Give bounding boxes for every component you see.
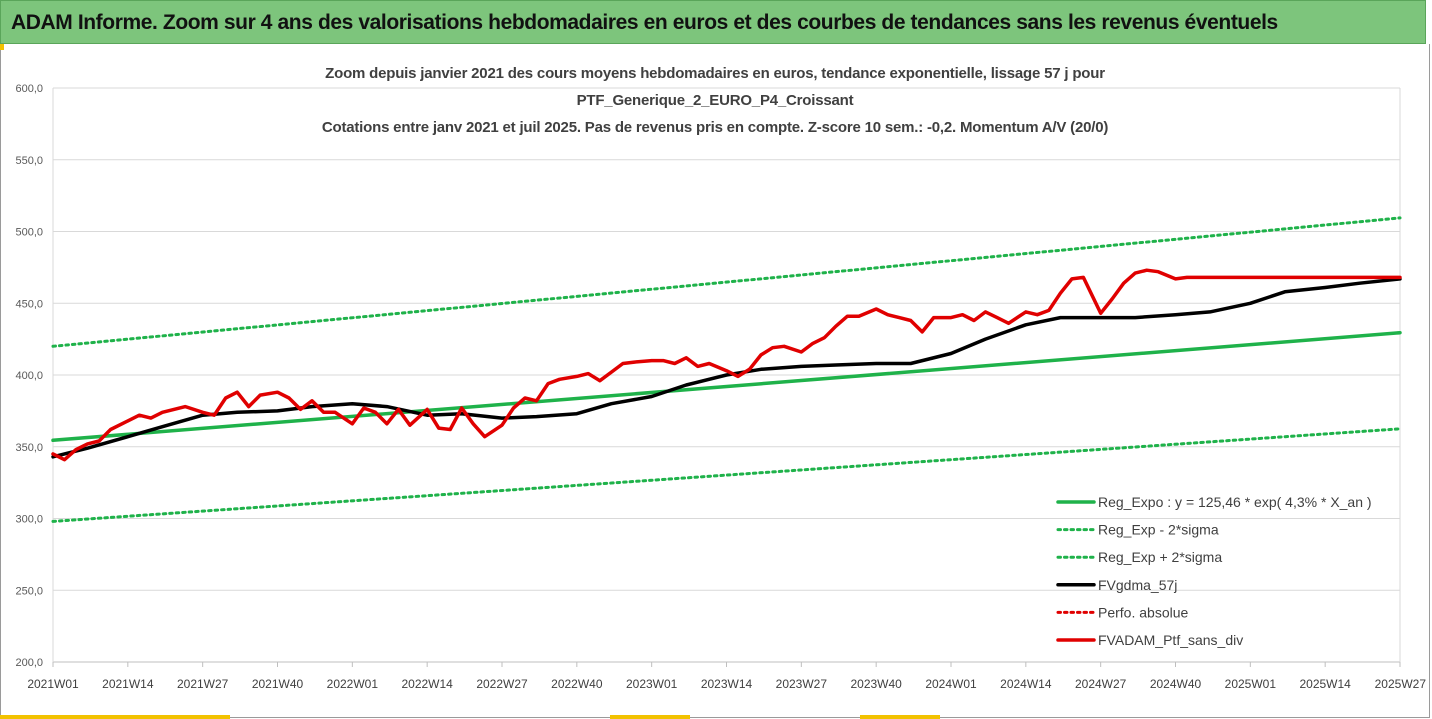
x-tick-label: 2023W27	[776, 677, 828, 691]
x-tick-label: 2022W40	[551, 677, 603, 691]
y-tick-label: 600,0	[15, 83, 43, 95]
x-tick-label: 2023W01	[626, 677, 678, 691]
y-tick-label: 250,0	[15, 585, 43, 597]
x-tick-label: 2021W01	[27, 677, 79, 691]
y-tick-label: 350,0	[15, 442, 43, 454]
x-tick-label: 2024W01	[925, 677, 977, 691]
x-tick-label: 2024W14	[1000, 677, 1052, 691]
accent-mark	[0, 715, 230, 719]
gridlines	[53, 87, 1400, 591]
accent-mark	[860, 715, 940, 719]
legend-label: Perfo. absolue	[1098, 604, 1188, 620]
chart-title-line-1: Zoom depuis janvier 2021 des cours moyen…	[325, 65, 1105, 82]
x-tick-label: 2024W40	[1150, 677, 1202, 691]
y-tick-label: 500,0	[15, 227, 43, 239]
legend: Reg_Expo : y = 125,46 * exp( 4,3% * X_an…	[1056, 494, 1372, 648]
chart-title-line-2: PTF_Generique_2_EURO_P4_Croissant	[576, 92, 854, 109]
x-tick-label: 2021W14	[102, 677, 154, 691]
report-banner: ADAM Informe. Zoom sur 4 ans des valoris…	[0, 0, 1426, 44]
report-title: ADAM Informe. Zoom sur 4 ans des valoris…	[11, 11, 1278, 34]
x-tick-label: 2021W40	[252, 677, 304, 691]
x-tick-label: 2022W27	[476, 677, 528, 691]
legend-label: FVADAM_Ptf_sans_div	[1098, 632, 1243, 648]
series-line-0	[51, 330, 1402, 443]
x-tick-label: 2023W40	[850, 677, 902, 691]
series-line-3	[51, 277, 1402, 459]
y-tick-label: 550,0	[15, 155, 43, 167]
axes: 200,0 250,0 300,0 350,0 400,0 450,0 500,0 550,0…	[15, 83, 1426, 691]
x-tick-label: 2024W27	[1075, 677, 1127, 691]
y-tick-label: 450,0	[15, 298, 43, 310]
x-tick-label: 2025W27	[1375, 677, 1427, 691]
legend-label: Reg_Exp + 2*sigma	[1098, 549, 1222, 565]
accent-mark	[0, 44, 4, 50]
x-tick-label: 2023W14	[701, 677, 753, 691]
legend-label: Reg_Exp - 2*sigma	[1098, 522, 1219, 538]
legend-label: Reg_Expo : y = 125,46 * exp( 4,3% * X_an…	[1098, 494, 1372, 510]
accent-mark	[610, 715, 690, 719]
series	[51, 216, 1402, 523]
x-tick-label: 2022W01	[327, 677, 379, 691]
chart-title-line-3: Cotations entre janv 2021 et juil 2025. …	[321, 119, 1109, 136]
y-tick-label: 400,0	[15, 370, 43, 382]
series-line-1	[51, 427, 1402, 523]
y-tick-label: 300,0	[15, 514, 43, 526]
legend-label: FVgdma_57j	[1098, 577, 1177, 593]
series-line-2	[51, 216, 1402, 348]
x-tick-label: 2025W14	[1299, 677, 1351, 691]
series-line-5	[51, 268, 1402, 462]
chart-frame	[0, 44, 1430, 718]
y-tick-label: 200,0	[15, 657, 43, 669]
x-tick-label: 2021W27	[177, 677, 229, 691]
x-tick-label: 2025W01	[1225, 677, 1277, 691]
x-tick-label: 2022W14	[401, 677, 453, 691]
